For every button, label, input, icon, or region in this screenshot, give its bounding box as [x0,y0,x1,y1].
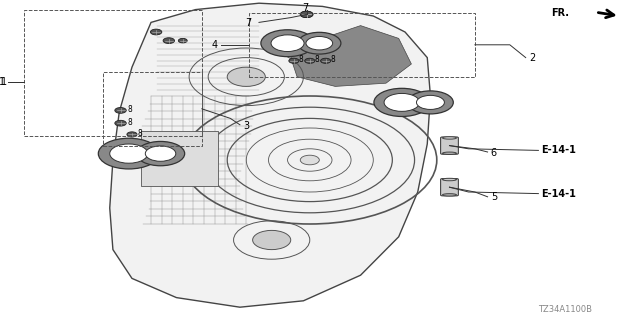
Bar [104,72,202,146]
Text: FR.: FR. [551,8,569,19]
Circle shape [300,155,319,165]
Circle shape [271,35,304,52]
Text: 3: 3 [243,121,249,131]
Text: 8: 8 [315,55,319,64]
Polygon shape [291,26,412,86]
Circle shape [300,11,313,18]
Circle shape [289,58,299,63]
Text: 6: 6 [491,148,497,158]
Circle shape [179,38,188,43]
Text: 7: 7 [245,18,252,28]
Circle shape [408,91,453,114]
Text: E-14-1: E-14-1 [541,145,577,156]
FancyBboxPatch shape [440,179,458,196]
Bar [250,13,475,77]
Circle shape [109,144,148,163]
Text: 8: 8 [127,105,132,114]
Circle shape [115,120,126,126]
Circle shape [115,108,126,113]
Bar [24,10,202,136]
Circle shape [300,11,313,18]
Circle shape [306,36,333,50]
Text: 8: 8 [299,55,304,64]
Text: 8: 8 [137,129,142,138]
Text: 5: 5 [491,192,497,203]
Circle shape [374,88,430,116]
Circle shape [227,67,266,86]
Text: 2: 2 [529,53,535,63]
Ellipse shape [442,194,456,196]
Ellipse shape [442,137,456,139]
Text: TZ34A1100B: TZ34A1100B [538,305,593,314]
Text: 7: 7 [302,3,308,13]
Circle shape [417,95,444,109]
Circle shape [298,32,341,54]
Circle shape [99,138,159,169]
Circle shape [145,146,176,161]
Text: 8: 8 [331,55,335,64]
Polygon shape [109,3,431,307]
Ellipse shape [442,178,456,181]
Text: 1: 1 [1,76,7,87]
Text: 4: 4 [211,40,218,51]
Circle shape [127,132,137,137]
Circle shape [321,58,331,63]
Circle shape [136,141,185,166]
Circle shape [384,93,420,111]
FancyBboxPatch shape [440,137,458,154]
Bar [141,131,218,186]
Text: E-14-1: E-14-1 [541,188,577,199]
Circle shape [150,29,162,35]
Text: 1: 1 [0,76,4,87]
Text: 8: 8 [127,118,132,127]
Ellipse shape [442,152,456,155]
Circle shape [261,30,314,57]
Circle shape [253,230,291,250]
Circle shape [305,58,315,63]
Circle shape [163,38,175,44]
